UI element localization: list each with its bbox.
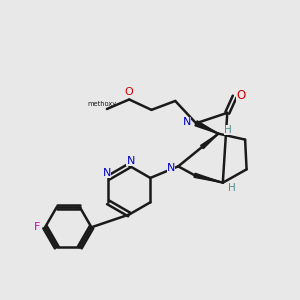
- Text: N: N: [167, 163, 175, 173]
- Text: N: N: [102, 168, 111, 178]
- Text: N: N: [127, 156, 135, 166]
- Text: methoxy: methoxy: [87, 100, 116, 106]
- Text: H: H: [224, 125, 232, 135]
- Text: N: N: [183, 117, 191, 127]
- Text: O: O: [236, 88, 245, 101]
- Polygon shape: [201, 134, 218, 148]
- Text: O: O: [124, 87, 133, 97]
- Text: F: F: [34, 222, 40, 232]
- Polygon shape: [195, 121, 218, 134]
- Text: H: H: [229, 183, 236, 193]
- Polygon shape: [194, 173, 223, 183]
